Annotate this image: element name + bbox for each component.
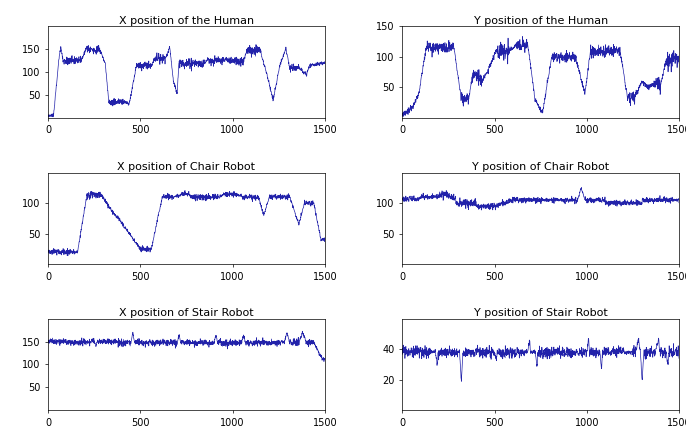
Title: X position of Chair Robot: X position of Chair Robot	[117, 162, 255, 172]
Title: Y position of Stair Robot: Y position of Stair Robot	[474, 308, 608, 318]
Title: X position of Stair Robot: X position of Stair Robot	[119, 308, 254, 318]
Title: X position of the Human: X position of the Human	[119, 16, 254, 26]
Title: Y position of Chair Robot: Y position of Chair Robot	[472, 162, 609, 172]
Title: Y position of the Human: Y position of the Human	[473, 16, 608, 26]
